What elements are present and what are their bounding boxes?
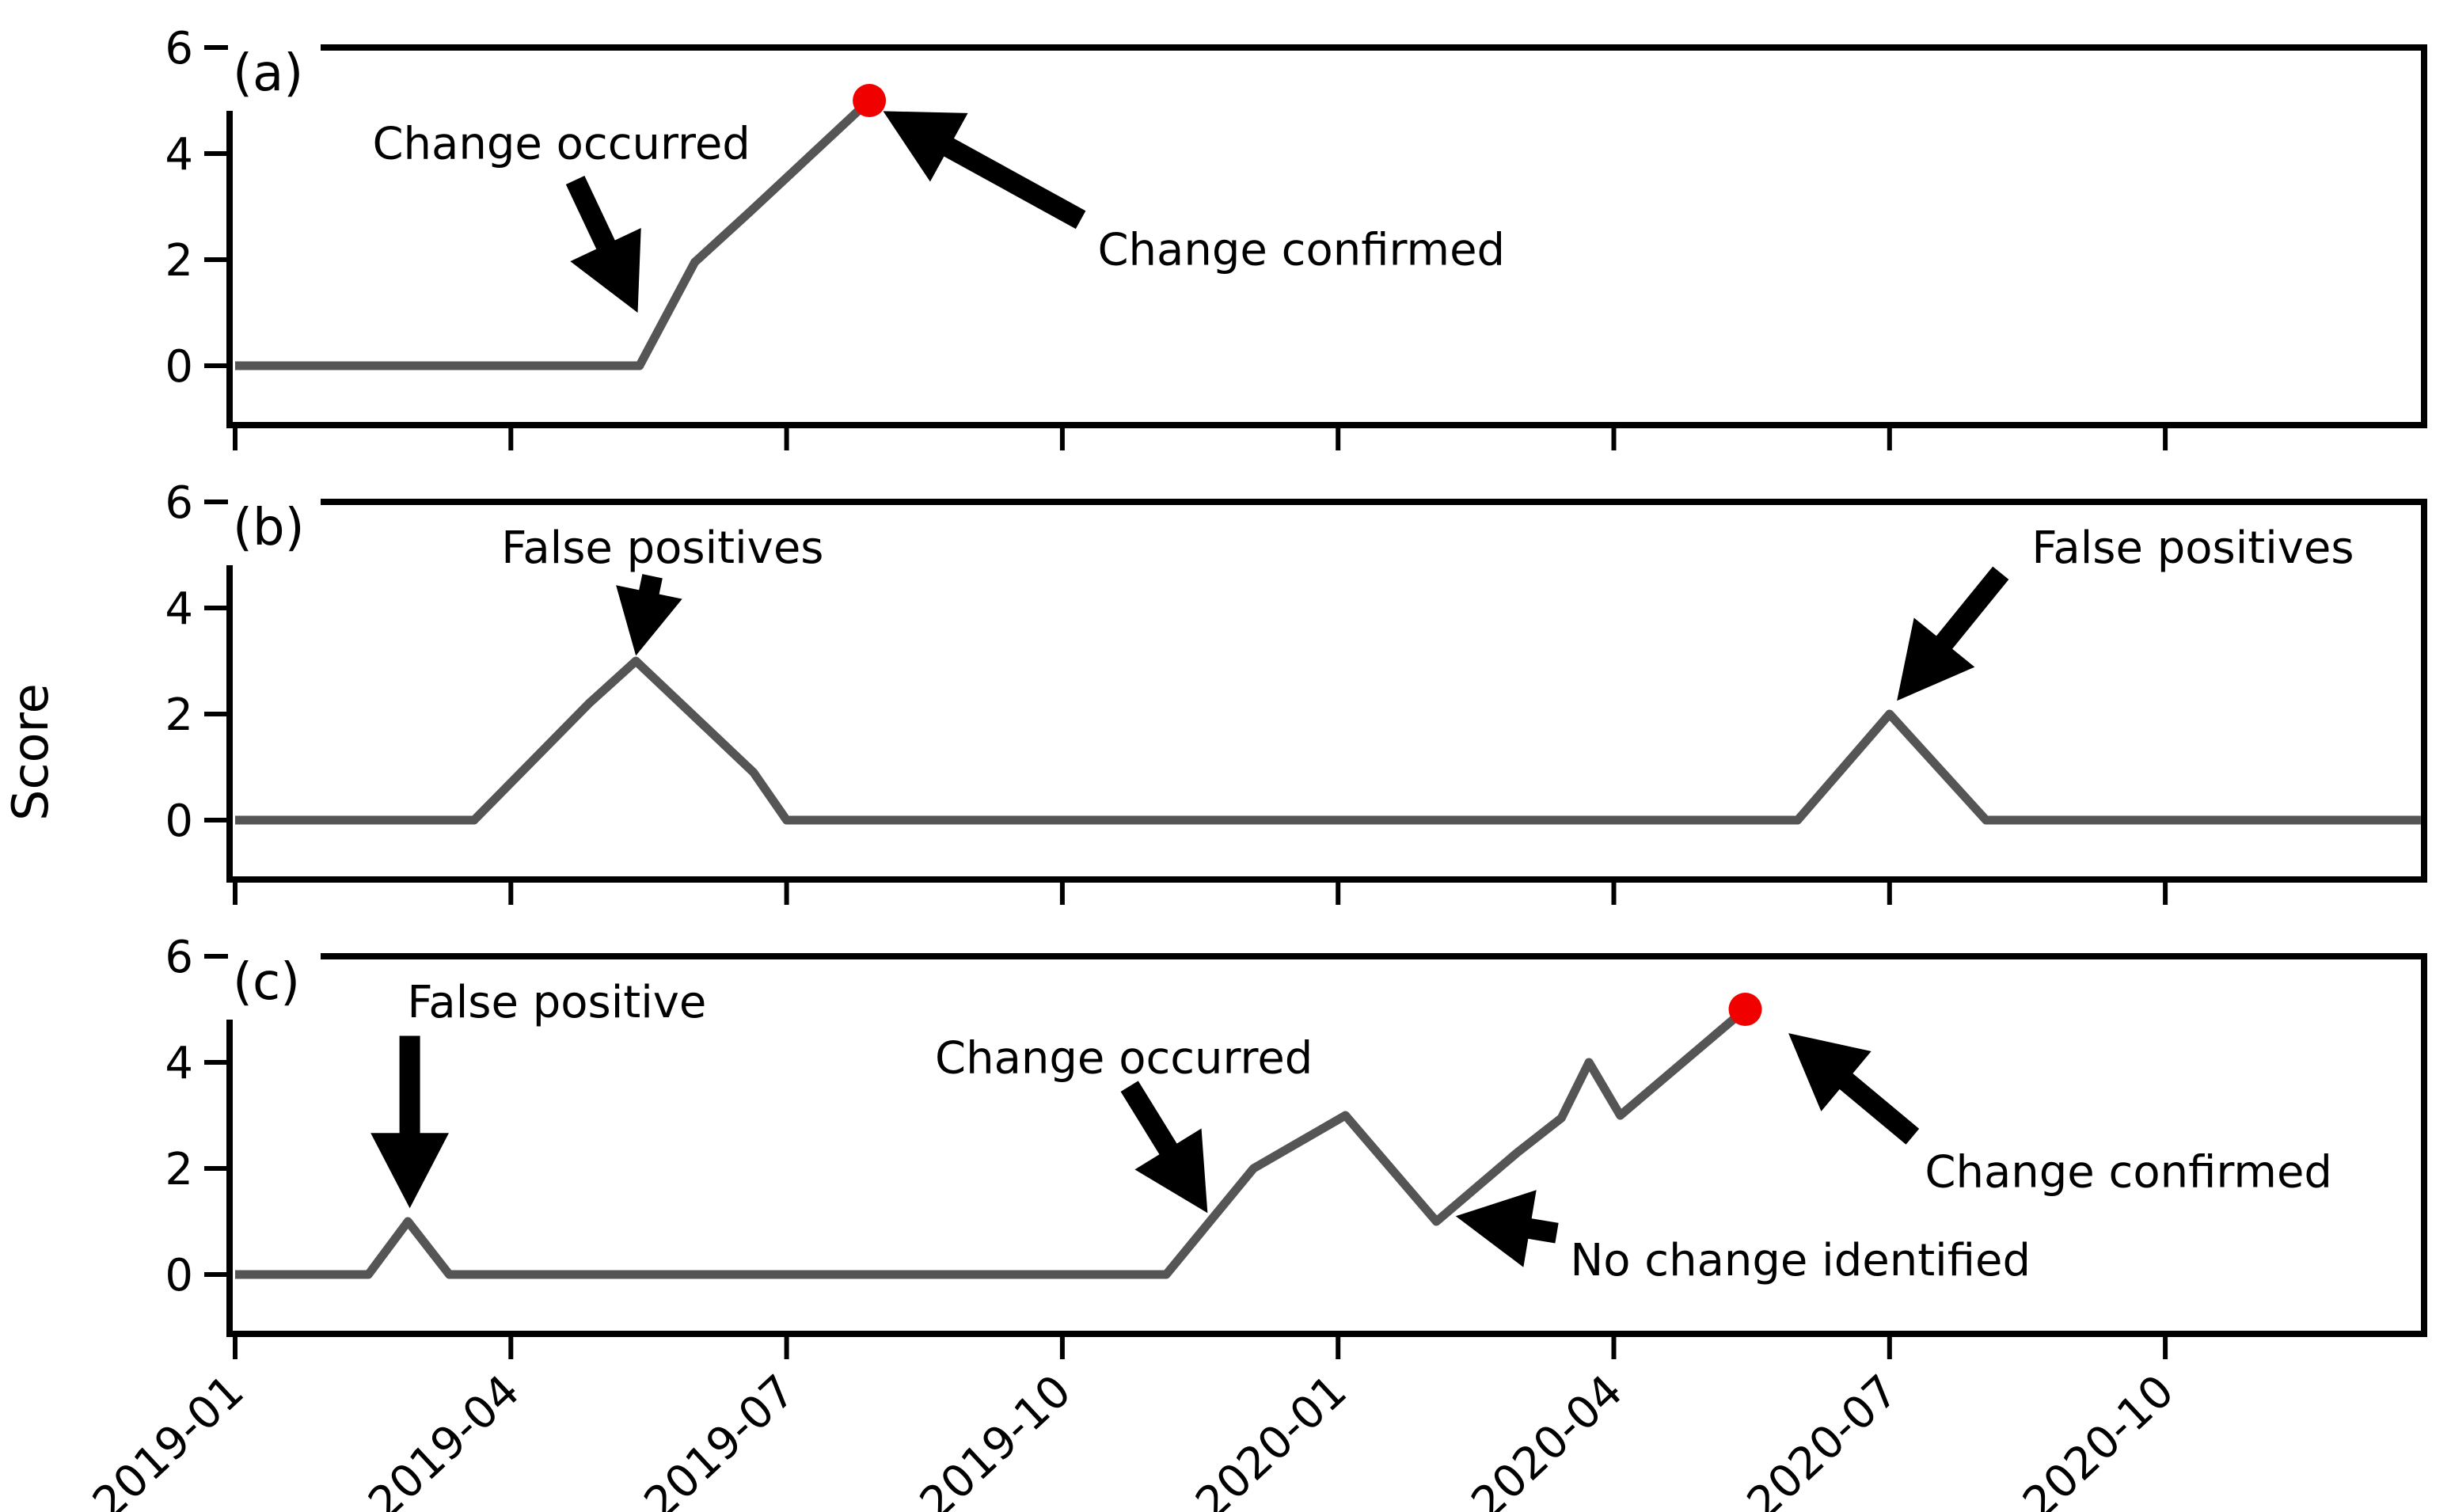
x-tick-label: 2019-04 [359,1366,529,1512]
confirmed-change-marker [853,84,887,117]
annotation-text: Change confirmed [1097,225,1505,276]
y-tick-label: 6 [165,477,193,529]
annotation-arrow-head [370,1133,449,1209]
annotation-arrow-head [1455,1190,1537,1267]
annotation-text: Change confirmed [1925,1146,2332,1198]
panel-frame [226,44,2427,428]
confirmed-change-marker [1728,993,1762,1026]
y-tick-label: 6 [165,23,193,74]
annotation-text: Change occurred [935,1032,1313,1084]
annotation-text: Change occurred [372,119,750,170]
x-tick-label: 2019-10 [910,1366,1081,1512]
panel-frame [226,953,2427,1337]
panel-a: 0 2 4 6 Change occurred Change confirmed (a) [165,23,2427,450]
y-tick-label: 2 [165,690,193,741]
score-series-line [235,97,872,370]
x-tick-label: 2020-01 [1186,1366,1356,1512]
y-tick-label: 2 [165,1144,193,1195]
x-tick-label: 2020-04 [1462,1366,1632,1512]
annotation-text: False positives [2031,522,2354,574]
annotation-arrow-head [616,585,682,656]
panel-letter: (a) [233,44,303,103]
y-tick-label: 4 [165,583,193,635]
panel-frame [226,499,2427,883]
annotation-arrow-head [570,228,641,313]
annotation-arrow-head [1788,1033,1872,1111]
y-tick-label: 2 [165,235,193,287]
annotation-text: False positives [501,522,823,574]
panel-letter: (c) [233,953,300,1012]
score-series-line [235,1005,1749,1279]
x-tick-label: 2019-01 [83,1366,253,1512]
chart-root: 0 2 4 6 Change occurred Change confirmed (a) 0 2… [83,23,2427,1512]
annotation-arrow-head [883,111,968,182]
annotation-arrow-head [1134,1128,1208,1214]
score-series-line [235,656,2421,825]
panel-letter: (b) [233,499,305,557]
y-tick-label: 4 [165,1038,193,1089]
x-tick-label: 2020-10 [2013,1366,2183,1512]
panel-b: 0 2 4 6 False positives False positives (b) [165,477,2427,905]
annotation-text: No change identified [1570,1235,2031,1286]
annotation-text: False positive [407,977,706,1028]
y-axis-label: Score [2,683,59,821]
y-tick-label: 0 [165,1250,193,1301]
x-tick-label: 2019-07 [635,1366,805,1512]
y-tick-label: 4 [165,129,193,180]
annotation-arrow-shaft [924,127,1086,230]
annotation-arrow-head [1897,617,1975,701]
y-tick-label: 6 [165,932,193,983]
x-tick-label: 2020-07 [1738,1366,1908,1512]
panel-c: 0 2 4 6 False positive Change occurred No chan… [83,932,2427,1512]
y-tick-label: 0 [165,341,193,393]
y-tick-label: 0 [165,796,193,847]
